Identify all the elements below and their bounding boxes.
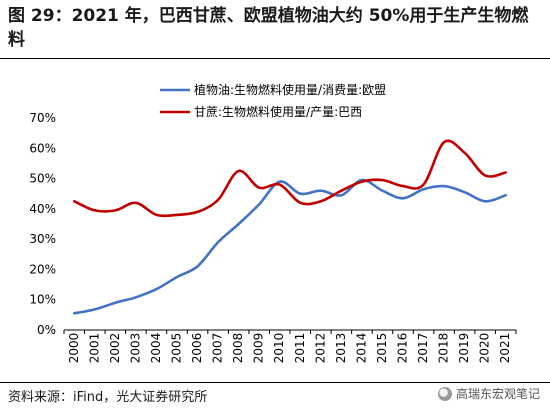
x-tick-label: 2016 xyxy=(396,333,410,364)
chart-series xyxy=(73,139,507,315)
wechat-icon xyxy=(437,386,452,401)
x-tick-label: 2013 xyxy=(334,333,348,364)
source-note: 资料来源：iFind，光大证券研究所 xyxy=(8,390,208,405)
y-tick-label: 20% xyxy=(29,262,56,276)
footer-divider xyxy=(0,382,550,383)
x-tick-label: 2018 xyxy=(437,333,451,364)
x-tick-label: 2015 xyxy=(375,333,389,364)
series-line-brazil-sugarcane xyxy=(73,139,507,218)
x-tick-label: 2020 xyxy=(478,333,492,364)
x-tick-label: 2001 xyxy=(87,333,101,364)
y-tick-label: 60% xyxy=(29,141,56,155)
legend-entry: 植物油:生物燃料使用量/消费量:欧盟 xyxy=(194,82,386,97)
page-title: 图 29：2021 年，巴西甘蔗、欧盟植物油大约 50%用于生产生物燃料 xyxy=(8,6,529,50)
y-tick-label: 0% xyxy=(37,323,56,337)
x-tick-label: 2002 xyxy=(108,333,122,364)
x-tick-label: 2009 xyxy=(252,333,266,364)
x-tick-label: 2019 xyxy=(457,333,471,364)
x-tick-label: 2014 xyxy=(354,333,368,364)
legend-entry: 甘蔗:生物燃料使用量/产量:巴西 xyxy=(194,104,362,119)
x-tick-label: 2012 xyxy=(313,333,327,364)
y-tick-label: 40% xyxy=(29,202,56,216)
y-tick-label: 70% xyxy=(29,111,56,125)
x-tick-label: 2004 xyxy=(149,333,163,364)
chart-axes: 0% 10% 20% 30% 40% 50% 60% 70% 2000 2001 2002 2003 2… xyxy=(29,111,517,364)
title-divider xyxy=(0,58,550,59)
x-tick-label: 2011 xyxy=(293,333,307,364)
y-tick-label: 50% xyxy=(29,172,56,186)
x-tick-label: 2017 xyxy=(416,333,430,364)
y-tick-label: 10% xyxy=(29,293,56,307)
y-tick-label: 30% xyxy=(29,232,56,246)
x-tick-label: 2006 xyxy=(190,333,204,364)
x-tick-label: 2000 xyxy=(67,333,81,364)
series-line-eu-vegetable-oil xyxy=(73,178,507,315)
x-tick-label: 2008 xyxy=(231,333,245,364)
x-tick-label: 2005 xyxy=(170,333,184,364)
watermark: 高瑞东宏观笔记 xyxy=(437,385,540,402)
x-tick-label: 2007 xyxy=(211,333,225,364)
x-tick-label: 2021 xyxy=(498,333,512,364)
x-tick-label: 2003 xyxy=(128,333,142,364)
x-tick-label: 2010 xyxy=(272,333,286,364)
watermark-text: 高瑞东宏观笔记 xyxy=(455,387,540,401)
